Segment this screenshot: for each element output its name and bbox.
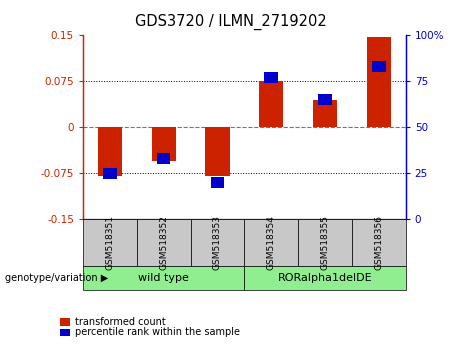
Bar [366, 36, 391, 127]
Bar [103, 168, 117, 179]
Bar [259, 81, 284, 127]
Bar [98, 127, 122, 176]
Text: wild type: wild type [138, 273, 189, 283]
Bar [157, 153, 171, 164]
Text: GSM518354: GSM518354 [267, 215, 276, 270]
Text: RORalpha1delDE: RORalpha1delDE [278, 273, 372, 283]
Text: GSM518353: GSM518353 [213, 215, 222, 270]
Bar [265, 72, 278, 83]
Bar [205, 127, 230, 176]
Bar [372, 61, 385, 72]
Bar [313, 100, 337, 127]
Bar [318, 94, 332, 105]
Text: GSM518352: GSM518352 [159, 215, 168, 270]
Text: GSM518355: GSM518355 [320, 215, 330, 270]
Text: percentile rank within the sample: percentile rank within the sample [75, 327, 240, 337]
Text: GSM518351: GSM518351 [106, 215, 114, 270]
Bar [152, 127, 176, 161]
Text: GSM518356: GSM518356 [374, 215, 383, 270]
Text: genotype/variation ▶: genotype/variation ▶ [5, 273, 108, 283]
Text: transformed count: transformed count [75, 317, 165, 327]
Text: GDS3720 / ILMN_2719202: GDS3720 / ILMN_2719202 [135, 14, 326, 30]
Bar [211, 177, 224, 188]
